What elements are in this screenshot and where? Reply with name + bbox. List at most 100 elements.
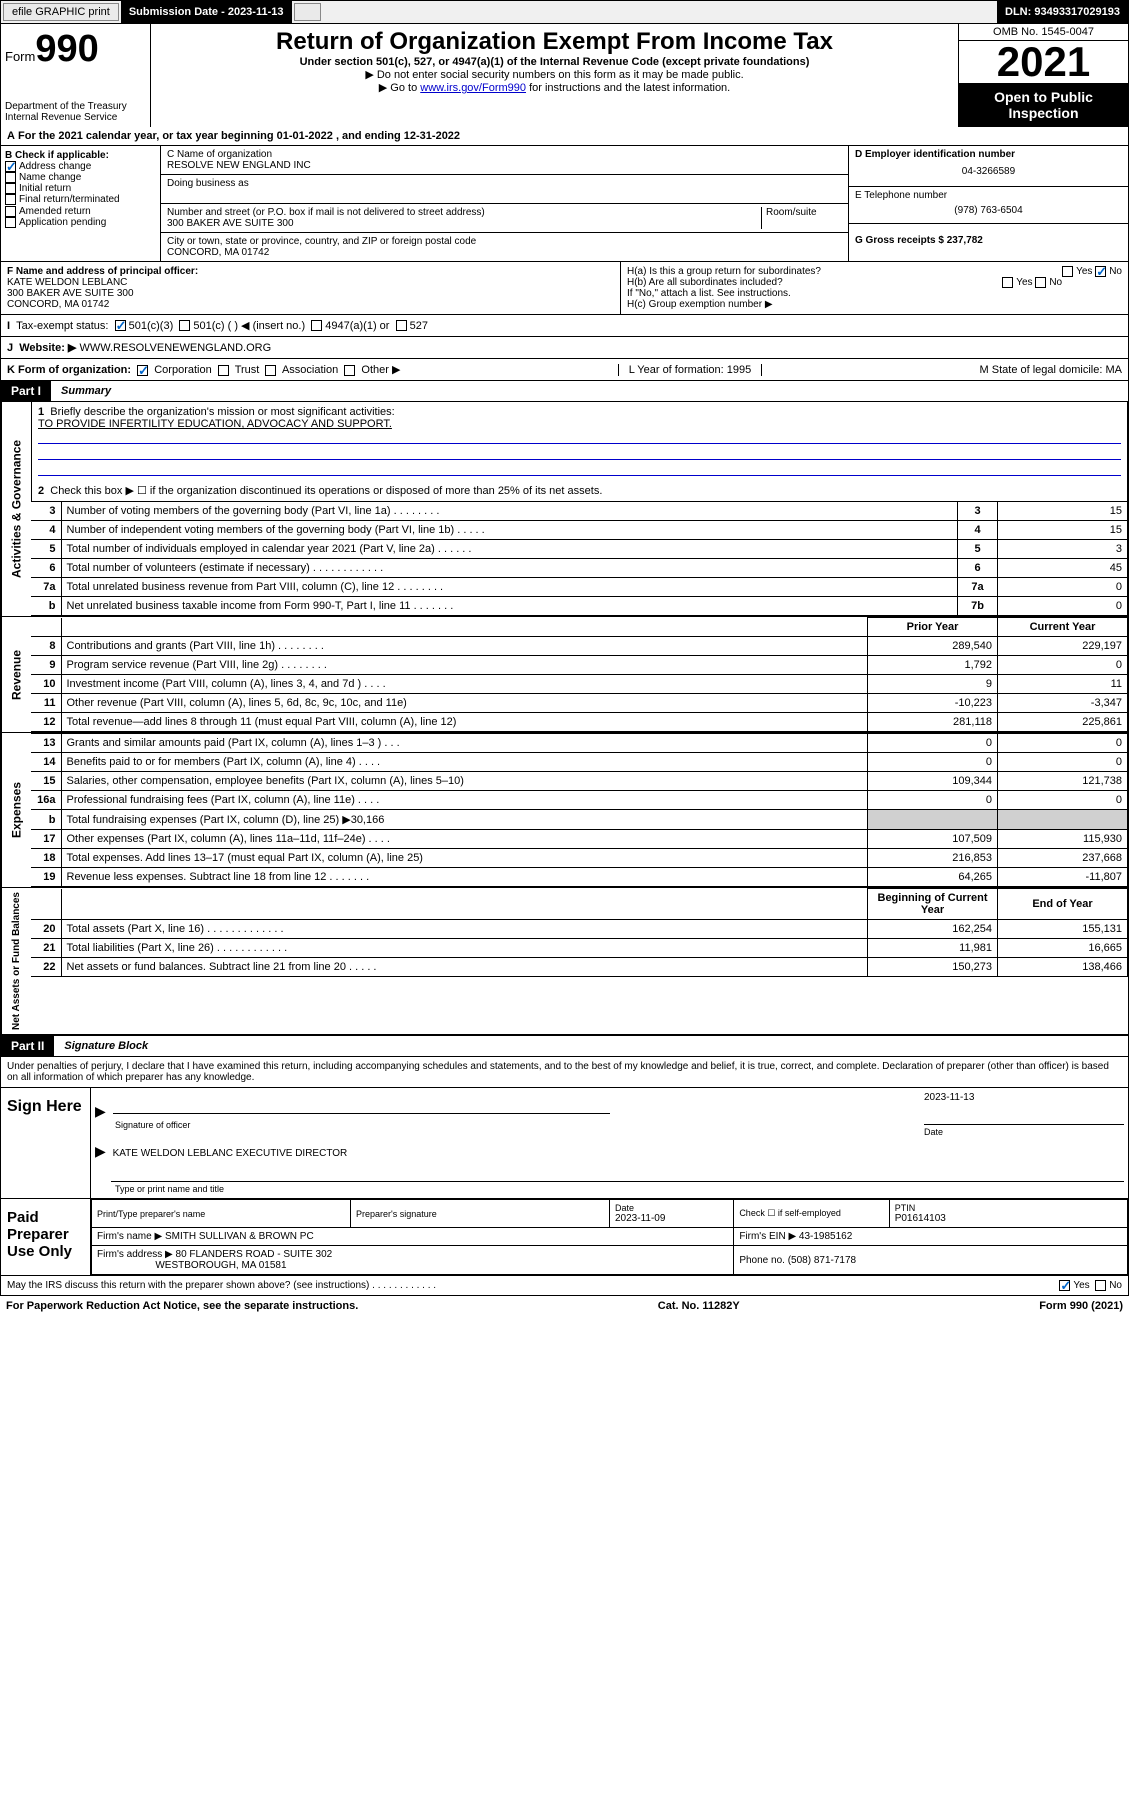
prep-h4: Check ☐ if self-employed [739,1208,883,1219]
preparer-label: Paid Preparer Use Only [1,1199,91,1275]
governance-section: Activities & Governance 1 Briefly descri… [0,402,1129,617]
dln: DLN: 93493317029193 [997,1,1128,23]
status-row: I Tax-exempt status: 501(c)(3) 501(c) ( … [0,315,1129,337]
check-name[interactable]: Name change [5,172,156,183]
check-501c3[interactable] [115,320,126,331]
box-f: F Name and address of principal officer:… [1,262,621,314]
check-4947[interactable] [311,320,322,331]
table-row: 7aTotal unrelated business revenue from … [31,578,1128,597]
table-row: 3Number of voting members of the governi… [31,502,1128,521]
irs-link[interactable]: www.irs.gov/Form990 [420,82,526,94]
arrow-icon: ▶ [95,1143,106,1159]
arrow-icon: ▶ [95,1103,106,1119]
ha-row: H(a) Is this a group return for subordin… [627,266,1122,277]
opt-trust: Trust [235,364,260,376]
check-assoc[interactable] [265,365,276,376]
box-f-label: F Name and address of principal officer: [7,266,614,277]
table-row: bTotal fundraising expenses (Part IX, co… [31,810,1128,830]
firm-ein: 43-1985162 [799,1231,852,1242]
hb-label: H(b) Are all subordinates included? [627,277,783,288]
governance-label: Activities & Governance [1,402,31,616]
preparer-row: Paid Preparer Use Only Print/Type prepar… [1,1198,1128,1275]
q1: Briefly describe the organization's miss… [50,406,394,418]
discuss-yes[interactable] [1059,1280,1070,1291]
begin-year-header: Beginning of Current Year [868,889,998,920]
period-text: For the 2021 calendar year, or tax year … [18,130,460,142]
org-name-cell: C Name of organization RESOLVE NEW ENGLA… [161,146,848,175]
expenses-section: Expenses 13Grants and similar amounts pa… [0,733,1129,888]
phone-cell: E Telephone number (978) 763-6504 [849,187,1128,224]
table-row: 8Contributions and grants (Part VIII, li… [31,637,1128,656]
check-initial[interactable]: Initial return [5,183,156,194]
officer-printed-name: KATE WELDON LEBLANC EXECUTIVE DIRECTOR [113,1148,348,1159]
header-sub2: ▶ Do not enter social security numbers o… [155,68,954,81]
efile-print-button[interactable]: efile GRAPHIC print [3,3,119,21]
table-row: 10Investment income (Part VIII, column (… [31,675,1128,694]
check-527[interactable] [396,320,407,331]
prep-h3: Date [615,1203,728,1213]
firm-addr2: WESTBOROUGH, MA 01581 [155,1260,286,1271]
table-row: 21Total liabilities (Part X, line 26) . … [31,939,1128,958]
table-row: 19Revenue less expenses. Subtract line 1… [31,868,1128,887]
prep-date: 2023-11-09 [615,1213,728,1224]
table-row: 5Total number of individuals employed in… [31,540,1128,559]
dba-cell: Doing business as [161,175,848,204]
blank-button[interactable] [294,3,321,21]
city: CONCORD, MA 01742 [167,247,842,258]
check-amended-label: Amended return [19,206,91,217]
officer-signature-line[interactable] [113,1094,610,1114]
table-row: 12Total revenue—add lines 8 through 11 (… [31,713,1128,732]
irs-label: Internal Revenue Service [5,112,146,123]
check-amended[interactable]: Amended return [5,206,156,217]
check-501c[interactable] [179,320,190,331]
status-label: Tax-exempt status: [16,320,108,332]
opt-527: 527 [410,320,428,332]
expenses-table: 13Grants and similar amounts paid (Part … [31,733,1128,887]
check-trust[interactable] [218,365,229,376]
korg-row: K Form of organization: Corporation Trus… [0,359,1129,381]
header-left: Form990 Department of the Treasury Inter… [1,24,151,127]
check-final[interactable]: Final return/terminated [5,194,156,205]
opt-assoc: Association [282,364,338,376]
form-title: Return of Organization Exempt From Incom… [155,28,954,56]
tax-year: 2021 [959,41,1128,83]
opt-501c3: 501(c)(3) [129,320,174,332]
table-row: 16aProfessional fundraising fees (Part I… [31,791,1128,810]
prep-phone-label: Phone no. [739,1255,785,1266]
header-sub1: Under section 501(c), 527, or 4947(a)(1)… [155,56,954,68]
firm-addr1: 80 FLANDERS ROAD - SUITE 302 [176,1249,333,1260]
table-row: 17Other expenses (Part IX, column (A), l… [31,830,1128,849]
table-row: 4Number of independent voting members of… [31,521,1128,540]
discuss-no[interactable] [1095,1280,1106,1291]
part2-header-row: Part II Signature Block [0,1035,1129,1057]
hc-label: H(c) Group exemption number ▶ [627,299,1122,310]
header-center: Return of Organization Exempt From Incom… [151,24,958,127]
check-other[interactable] [344,365,355,376]
open-public: Open to Public Inspection [959,83,1128,127]
signature-section: Under penalties of perjury, I declare th… [0,1057,1129,1296]
check-name-label: Name change [19,172,81,183]
prep-h2: Preparer's signature [356,1209,604,1219]
form-num: 990 [35,28,98,70]
opt-corp: Corporation [154,364,211,376]
header-right: OMB No. 1545-0047 2021 Open to Public In… [958,24,1128,127]
check-address[interactable]: Address change [5,161,156,172]
discuss-text: May the IRS discuss this return with the… [7,1280,436,1291]
check-pending[interactable]: Application pending [5,217,156,228]
officer-name: KATE WELDON LEBLANC [7,277,614,288]
box-b-label: B Check if applicable: [5,150,156,161]
current-year-header: Current Year [998,618,1128,637]
check-corp[interactable] [137,365,148,376]
end-year-header: End of Year [998,889,1128,920]
topbar: efile GRAPHIC print Submission Date - 20… [0,0,1129,24]
part2-header: Part II [1,1036,54,1056]
ein: 04-3266589 [855,160,1122,183]
box-b: B Check if applicable: Address change Na… [1,146,161,261]
table-row: 18Total expenses. Add lines 13–17 (must … [31,849,1128,868]
officer-name-label: Type or print name and title [95,1184,1124,1194]
revenue-label: Revenue [1,617,31,732]
table-row: bNet unrelated business taxable income f… [31,597,1128,616]
gross-cell: G Gross receipts $ 237,782 [849,224,1128,249]
opt-4947: 4947(a)(1) or [325,320,389,332]
submission-date: Submission Date - 2023-11-13 [121,1,292,23]
